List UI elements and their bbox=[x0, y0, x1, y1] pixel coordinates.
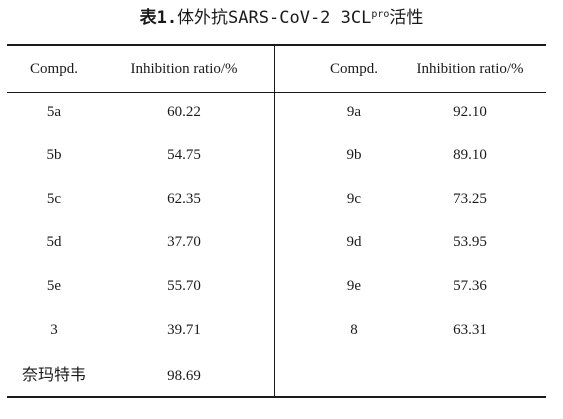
left-ratio-cell: 39.71 bbox=[167, 322, 201, 338]
left-compd-cell: 5b bbox=[46, 147, 62, 163]
right-ratio-cell: 63.31 bbox=[453, 322, 487, 338]
caption-superscript: pro bbox=[371, 9, 390, 20]
left-ratio-cell: 62.35 bbox=[167, 191, 201, 207]
table-column-divider bbox=[274, 46, 275, 396]
right-compd-cell: 9d bbox=[346, 234, 362, 250]
right-compd-cell: 9c bbox=[346, 191, 362, 207]
left-compd-cell: 5a bbox=[46, 104, 62, 120]
left-compd-cell: 3 bbox=[50, 322, 58, 338]
right-ratio-cell: 73.25 bbox=[453, 191, 487, 207]
left-compd-cell: 5e bbox=[46, 278, 62, 294]
left-ratio-cell: 60.22 bbox=[167, 104, 201, 120]
right-compd-cell: 9b bbox=[346, 147, 362, 163]
right-ratio-cell: 92.10 bbox=[453, 104, 487, 120]
right-compd-cell: 8 bbox=[350, 322, 358, 338]
right-ratio-cell: 89.10 bbox=[453, 147, 487, 163]
table-bottom-rule bbox=[7, 396, 546, 398]
left-compd-cell: 奈玛特韦 bbox=[21, 365, 86, 384]
table-top-rule bbox=[7, 44, 546, 46]
left-compd-cell: 5d bbox=[46, 234, 62, 250]
left-ratio-cell: 55.70 bbox=[167, 278, 201, 294]
left-ratio-cell: 37.70 bbox=[167, 234, 201, 250]
caption-text-end: 活性 bbox=[389, 8, 424, 28]
right-compd-cell: 9a bbox=[346, 104, 362, 120]
table-number: 表1. bbox=[139, 8, 178, 28]
table-caption: 表1.体外抗SARS-CoV-2 3CLpro活性 bbox=[0, 6, 563, 30]
left-ratio-cell: 54.75 bbox=[167, 147, 201, 163]
right-compd-cell: 9e bbox=[346, 278, 362, 294]
header-ratio-right: Inhibition ratio/% bbox=[416, 61, 524, 77]
table-header-rule bbox=[7, 92, 546, 93]
left-ratio-cell: 98.69 bbox=[167, 368, 201, 384]
right-ratio-cell: 57.36 bbox=[453, 278, 487, 294]
left-compd-cell: 5c bbox=[46, 191, 62, 207]
caption-text: 体外抗SARS-CoV-2 3CL bbox=[177, 8, 372, 28]
header-compd-right: Compd. bbox=[330, 61, 378, 77]
right-ratio-cell: 53.95 bbox=[453, 234, 487, 250]
header-compd-left: Compd. bbox=[30, 61, 78, 77]
header-ratio-left: Inhibition ratio/% bbox=[130, 61, 238, 77]
